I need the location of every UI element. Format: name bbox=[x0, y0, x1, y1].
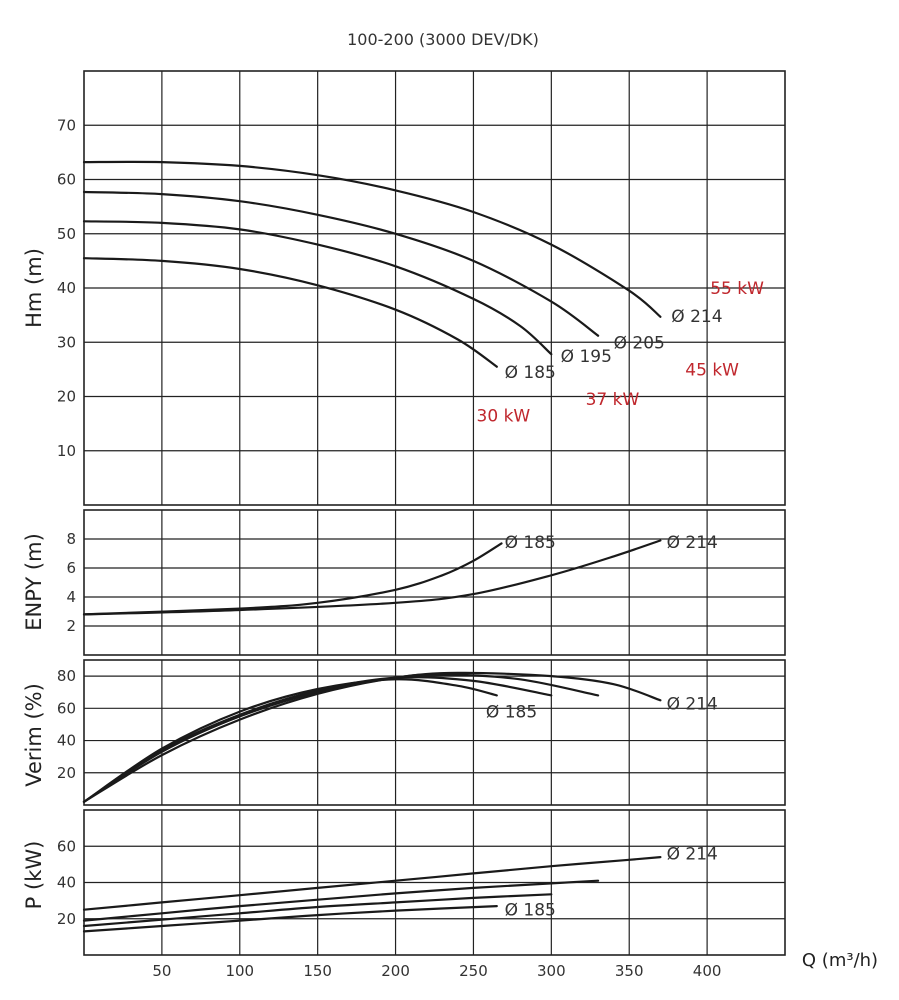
y-tick-label: 30 bbox=[57, 333, 76, 351]
series-label: Ø 214 bbox=[667, 845, 718, 865]
y-axis-label-p: P (kW) bbox=[22, 841, 46, 910]
x-tick-label: 350 bbox=[615, 962, 644, 980]
y-tick-label: 60 bbox=[57, 699, 76, 717]
curve-p-3 bbox=[82, 856, 662, 911]
y-axis-label-enpy: ENPY (m) bbox=[22, 533, 46, 631]
series-label: Ø 214 bbox=[671, 307, 722, 327]
curve-verim-3 bbox=[82, 671, 662, 803]
y-tick-label: 80 bbox=[57, 667, 76, 685]
curve-hm-1 bbox=[82, 220, 553, 356]
y-tick-label: 8 bbox=[66, 530, 76, 548]
x-axis-label: Q (m³/h) bbox=[802, 950, 878, 971]
x-tick-label: 300 bbox=[537, 962, 566, 980]
y-tick-label: 2 bbox=[66, 617, 76, 635]
series-label: Ø 185 bbox=[505, 901, 556, 921]
panel-frame-verim bbox=[83, 659, 786, 806]
series-label: Ø 205 bbox=[614, 333, 665, 353]
curve-hm-3 bbox=[82, 160, 662, 318]
series-label: Ø 214 bbox=[667, 533, 718, 553]
chart-title: 100-200 (3000 DEV/DK) bbox=[347, 30, 539, 49]
series-label: Ø 214 bbox=[667, 695, 718, 715]
y-tick-label: 20 bbox=[57, 910, 76, 928]
y-tick-label: 20 bbox=[57, 764, 76, 782]
x-tick-label: 50 bbox=[152, 962, 171, 980]
curve-hm-2 bbox=[82, 190, 600, 337]
series-label: Ø 185 bbox=[505, 533, 556, 553]
y-axis-label-verim: Verim (%) bbox=[22, 683, 46, 787]
curve-enpy-0 bbox=[82, 542, 503, 616]
y-tick-label: 40 bbox=[57, 279, 76, 297]
x-tick-label: 200 bbox=[381, 962, 410, 980]
y-tick-label: 20 bbox=[57, 388, 76, 406]
y-tick-label: 40 bbox=[57, 874, 76, 892]
y-tick-label: 4 bbox=[66, 588, 76, 606]
power-label: 37 kW bbox=[586, 390, 640, 410]
series-label: Ø 195 bbox=[561, 347, 612, 367]
panel-frame-p bbox=[83, 809, 786, 956]
curve-verim-1 bbox=[82, 676, 553, 803]
curve-p-1 bbox=[82, 893, 553, 928]
y-tick-label: 70 bbox=[57, 116, 76, 134]
x-tick-label: 100 bbox=[225, 962, 254, 980]
x-tick-label: 400 bbox=[693, 962, 722, 980]
y-tick-label: 60 bbox=[57, 837, 76, 855]
x-tick-label: 250 bbox=[459, 962, 488, 980]
power-label: 45 kW bbox=[685, 360, 739, 380]
y-tick-label: 6 bbox=[66, 559, 76, 577]
y-tick-label: 10 bbox=[57, 442, 76, 460]
panel-frame-hm bbox=[83, 70, 786, 506]
curve-enpy-1 bbox=[82, 539, 662, 616]
curve-p-2 bbox=[82, 879, 600, 922]
curve-verim-0 bbox=[82, 678, 498, 803]
curve-verim-2 bbox=[82, 673, 600, 803]
y-axis-label-hm: Hm (m) bbox=[22, 248, 46, 328]
series-label: Ø 185 bbox=[486, 703, 537, 723]
y-tick-label: 40 bbox=[57, 732, 76, 750]
curve-hm-0 bbox=[82, 257, 498, 368]
power-label: 55 kW bbox=[710, 279, 764, 299]
panel-frame-enpy bbox=[83, 509, 786, 656]
curve-p-0 bbox=[82, 905, 498, 933]
series-label: Ø 185 bbox=[505, 363, 556, 383]
x-tick-label: 150 bbox=[303, 962, 332, 980]
y-tick-label: 50 bbox=[57, 225, 76, 243]
power-label: 30 kW bbox=[477, 406, 531, 426]
y-tick-label: 60 bbox=[57, 171, 76, 189]
